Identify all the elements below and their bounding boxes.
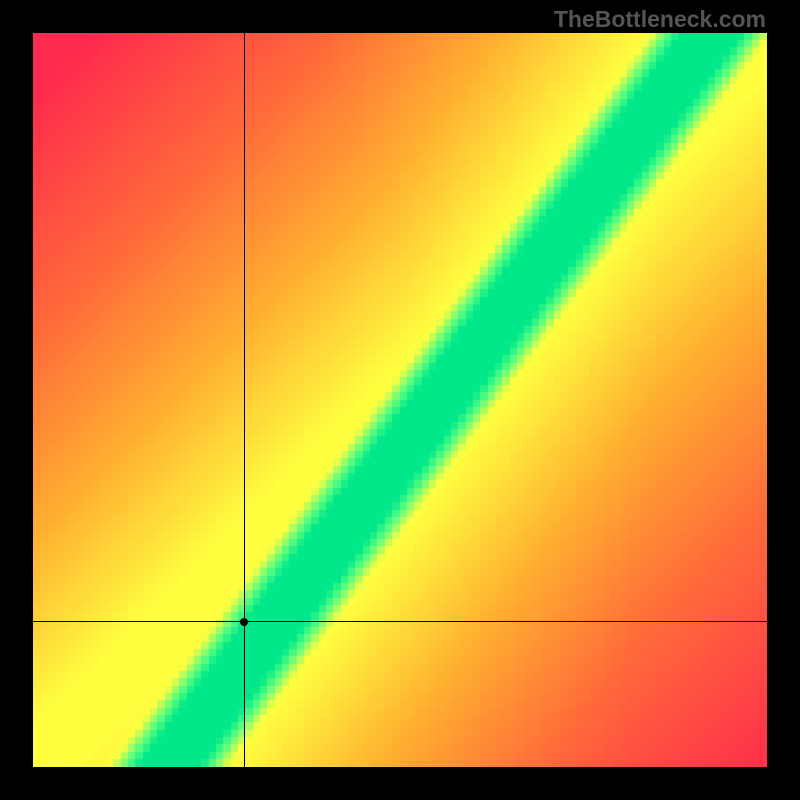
bottleneck-heatmap <box>33 33 767 767</box>
chart-container: TheBottleneck.com <box>0 0 800 800</box>
crosshair-vertical <box>244 33 245 767</box>
crosshair-horizontal <box>33 621 767 622</box>
watermark-text: TheBottleneck.com <box>554 6 766 33</box>
